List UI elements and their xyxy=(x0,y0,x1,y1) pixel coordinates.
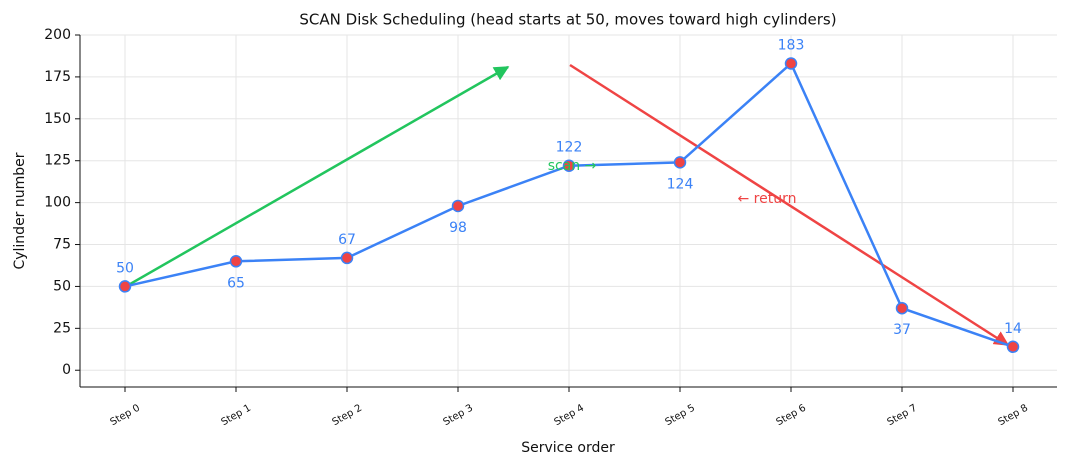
y-tick-label: 100 xyxy=(44,195,71,211)
x-tick-label: Step 2 xyxy=(331,403,364,429)
y-axis-label: Cylinder number xyxy=(12,152,28,269)
annotation: scan → xyxy=(548,158,597,174)
x-tick-label: Step 5 xyxy=(664,403,697,429)
value-label: 65 xyxy=(227,275,245,291)
annotation: ← return xyxy=(738,191,797,207)
marker xyxy=(562,159,576,172)
value-label: 67 xyxy=(338,232,356,248)
x-tick-label: Step 4 xyxy=(553,403,586,429)
y-tick-label: 0 xyxy=(62,362,71,378)
x-tick-label: Step 3 xyxy=(442,403,475,429)
marker xyxy=(784,57,798,70)
value-label: 50 xyxy=(116,260,134,276)
x-tick-label: Step 1 xyxy=(220,403,253,429)
value-label: 37 xyxy=(893,322,911,338)
value-label: 98 xyxy=(449,220,467,236)
return-arrow xyxy=(569,63,1010,347)
x-tick-label: Step 0 xyxy=(109,403,142,429)
marker xyxy=(451,199,465,213)
x-tick-label: Step 8 xyxy=(997,403,1030,429)
y-tick-label: 200 xyxy=(44,27,71,43)
marker xyxy=(1006,340,1020,354)
scan-arrow xyxy=(124,65,510,289)
value-label: 183 xyxy=(778,37,805,53)
y-tick-label: 125 xyxy=(44,153,71,169)
x-axis-label: Service order xyxy=(521,440,615,456)
value-label: 124 xyxy=(667,176,694,192)
marker xyxy=(673,156,687,169)
marker xyxy=(229,255,243,268)
chart-title: SCAN Disk Scheduling (head starts at 50,… xyxy=(299,11,836,29)
y-tick-label: 175 xyxy=(44,69,71,85)
y-tick-label: 150 xyxy=(44,111,71,127)
value-label: 122 xyxy=(556,140,583,156)
marker xyxy=(895,301,909,315)
x-tick-label: Step 6 xyxy=(775,403,808,429)
y-tick-label: 50 xyxy=(53,278,71,294)
y-tick-label: 25 xyxy=(53,320,71,336)
value-label: 14 xyxy=(1004,321,1022,337)
x-tick-label: Step 7 xyxy=(886,403,919,429)
marker xyxy=(340,251,354,265)
y-tick-label: 75 xyxy=(53,237,71,253)
marker xyxy=(118,280,132,293)
